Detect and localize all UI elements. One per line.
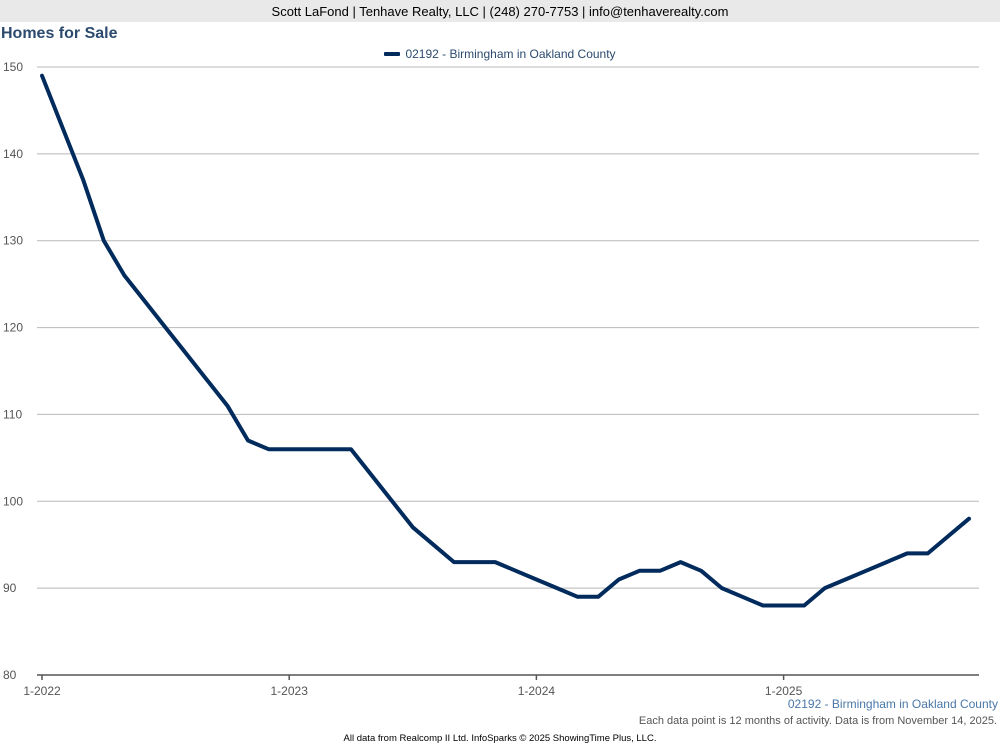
y-tick-label: 130: [3, 234, 23, 248]
y-tick-label: 90: [3, 581, 17, 595]
y-tick-label: 80: [3, 668, 17, 682]
data-source-footer: All data from Realcomp II Ltd. InfoSpark…: [343, 733, 657, 744]
series-line-0: [40, 73, 971, 608]
y-tick-label: 120: [3, 321, 23, 335]
legend-label: 02192 - Birmingham in Oakland County: [405, 47, 616, 61]
y-tick-label: 110: [3, 407, 22, 421]
contact-text: Scott LaFond | Tenhave Realty, LLC | (24…: [271, 3, 729, 19]
legend-swatch: [384, 52, 401, 56]
y-tick-label: 150: [3, 60, 23, 74]
contact-header: Scott LaFond | Tenhave Realty, LLC | (24…: [0, 0, 1000, 22]
data-note: Each data point is 12 months of activity…: [638, 715, 997, 727]
x-tick-label: 1-2024: [518, 684, 556, 698]
chart-title: Homes for Sale: [1, 25, 118, 42]
y-tick-label: 100: [3, 494, 23, 508]
x-tick-label: 1-2023: [271, 684, 309, 698]
chart-legend[interactable]: 02192 - Birmingham in Oakland County: [0, 46, 1000, 62]
series-caption: 02192 - Birmingham in Oakland County: [787, 697, 998, 711]
x-tick-label: 1-2022: [23, 684, 61, 698]
y-tick-label: 140: [3, 147, 23, 161]
x-tick-label: 1-2025: [765, 684, 803, 698]
